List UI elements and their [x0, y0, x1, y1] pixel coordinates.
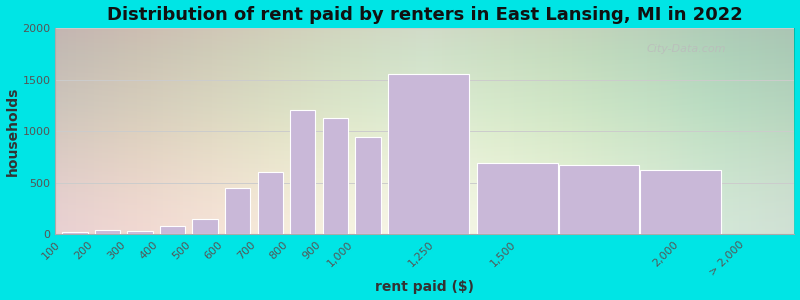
Bar: [258, 172, 283, 234]
Bar: [478, 163, 558, 234]
Bar: [94, 230, 120, 234]
Bar: [225, 188, 250, 234]
Bar: [388, 74, 469, 234]
Bar: [160, 226, 186, 234]
Title: Distribution of rent paid by renters in East Lansing, MI in 2022: Distribution of rent paid by renters in …: [107, 6, 742, 24]
Bar: [355, 137, 381, 234]
Bar: [62, 232, 87, 234]
Bar: [290, 110, 315, 234]
Bar: [322, 118, 348, 234]
X-axis label: rent paid ($): rent paid ($): [375, 280, 474, 294]
Bar: [558, 165, 639, 234]
Text: City-Data.com: City-Data.com: [646, 44, 726, 54]
Bar: [640, 170, 721, 234]
Y-axis label: households: households: [6, 86, 19, 176]
Bar: [127, 231, 153, 234]
Bar: [192, 219, 218, 234]
